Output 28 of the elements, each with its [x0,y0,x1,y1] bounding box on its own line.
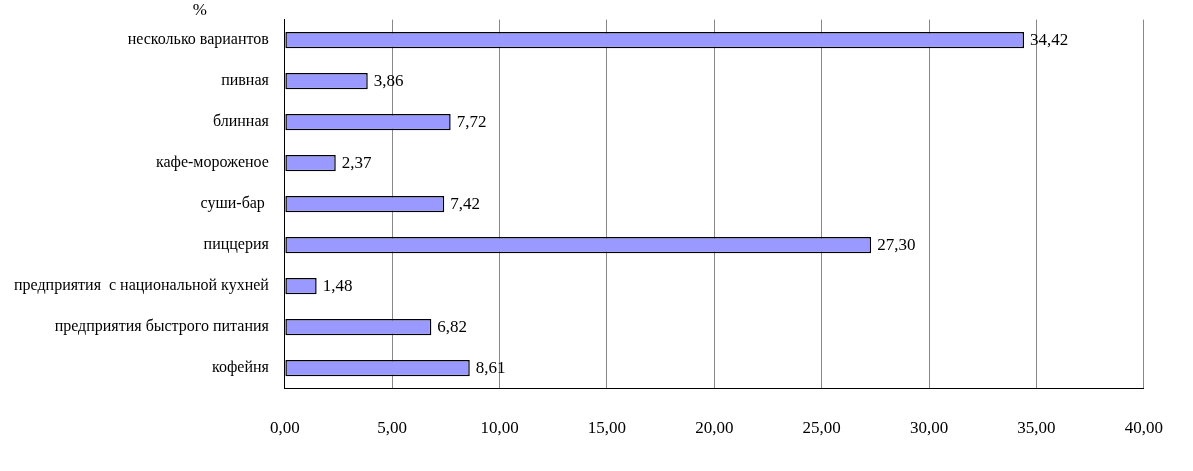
x-tick-label: 35,00 [1017,418,1056,438]
data-label: 6,82 [437,316,468,336]
x-tick-label: 0,00 [269,418,300,438]
y-tick-label: предприятия быстрого питания [54,317,270,336]
data-label: 34,42 [1030,29,1069,49]
y-tick-label: пиццерия [203,235,270,254]
y-tick-label: пивная [221,71,270,89]
data-label: 1,48 [322,275,353,295]
x-tick-label: 20,00 [695,418,734,438]
y-tick-label: блинная [212,112,270,130]
x-tick-label: 40,00 [1124,418,1163,438]
y-tick-label: предприятия с национальной кухней [13,276,270,295]
data-label: 3,86 [373,70,404,90]
data-label: 7,72 [456,111,487,131]
data-label: 2,37 [341,152,373,172]
x-tick-label: 30,00 [910,418,949,438]
y-tick-label: кофейня [211,358,270,377]
data-label: 8,61 [475,357,506,377]
data-label: 27,30 [877,234,916,254]
text: % [192,0,207,19]
x-tick-label: 10,00 [480,418,519,438]
data-label: 7,42 [450,193,480,213]
x-tick-label: 5,00 [377,418,408,438]
y-tick-label: кафе-мороженое [155,153,269,172]
y-tick-label: суши-бар [200,194,269,213]
y-tick-label: несколько вариантов [127,30,270,49]
x-tick-label: 15,00 [587,418,627,438]
x-tick-label: 25,00 [802,418,841,438]
